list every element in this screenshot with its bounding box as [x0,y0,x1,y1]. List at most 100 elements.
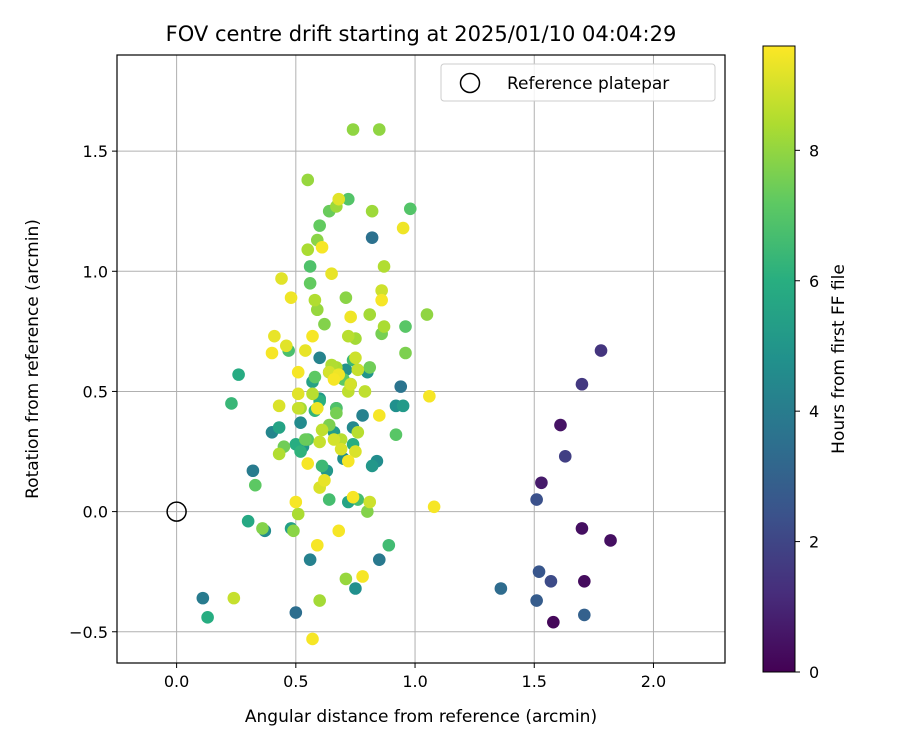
data-point [284,291,298,305]
data-point [196,591,210,605]
chart-title: FOV centre drift starting at 2025/01/10 … [166,22,677,46]
data-point [578,608,591,622]
data-point [363,361,377,374]
data-point [303,260,317,273]
data-point [604,534,617,547]
data-point [346,123,360,136]
data-point [308,370,322,384]
x-axis-ticks: 0.0 0.5 1.0 1.5 2.0 [164,663,666,691]
data-point [377,260,391,273]
data-point [306,329,319,343]
x-tick-label: 0.0 [164,672,189,691]
y-tick-label: 1.0 [83,262,108,281]
data-point [594,344,608,357]
data-point [382,538,396,552]
data-point [372,409,386,422]
data-point [272,399,286,413]
data-point [227,591,241,605]
data-point [377,320,391,333]
data-point [363,495,377,509]
data-point [334,442,348,456]
data-point [306,632,319,646]
data-point [358,385,372,398]
data-point [315,423,329,437]
data-point [308,293,322,307]
data-point [575,377,589,391]
data-point [344,377,357,391]
data-point [279,339,293,353]
data-point [427,500,441,514]
data-point [291,401,305,415]
data-point [299,433,312,446]
data-point [399,320,412,333]
data-point [265,346,279,360]
data-point [530,493,543,506]
data-point [289,606,303,619]
data-point [310,303,324,317]
data-point [365,231,379,244]
y-tick-label: 1.5 [83,142,108,161]
colorbar-ticks: 0 2 4 6 8 [795,141,819,682]
data-point [372,123,386,136]
data-points [196,123,617,646]
reference-layer [166,501,187,522]
data-point [389,428,403,441]
data-point [313,594,326,607]
colorbar-tick-label: 8 [809,141,819,160]
data-point [423,389,436,403]
data-point [396,399,410,413]
data-point [246,464,260,478]
data-point [361,505,374,518]
data-point [403,202,417,216]
data-point [356,409,369,422]
data-point [313,351,326,365]
data-point [315,459,329,473]
data-point [578,574,591,588]
data-point [530,594,543,607]
data-point [349,351,362,365]
data-point [318,317,331,331]
plot-frame [116,54,726,664]
data-point [420,308,434,321]
data-point [310,401,324,415]
legend-marker-circle [459,72,481,94]
data-point [241,514,255,528]
colorbar-label: Hours from first FF file [829,264,849,454]
data-point [294,416,307,429]
data-point [232,368,245,381]
x-tick-label: 2.0 [641,672,666,691]
colorbar-tick-label: 0 [809,663,819,682]
data-point [332,192,346,206]
data-point [301,243,315,256]
data-point [544,574,558,588]
data-point [356,570,369,583]
data-point [351,363,365,377]
data-point [313,219,326,232]
data-point [341,329,355,343]
x-tick-label: 0.5 [283,672,308,691]
data-point [341,192,355,206]
data-point [363,308,377,321]
data-point [494,582,508,595]
colorbar-tick-label: 4 [809,402,819,421]
data-point [287,524,300,538]
x-tick-label: 1.5 [522,672,547,691]
data-point [272,421,286,434]
data-point [332,524,346,538]
data-point [554,418,567,432]
y-axis-ticks: −0.5 0.0 0.5 1.0 1.5 [69,142,117,642]
data-point [313,435,326,449]
data-point [532,565,546,578]
grid-lines [117,55,725,663]
legend-label: Reference platepar [507,74,669,94]
colorbar-tick-label: 6 [809,272,819,291]
data-point [306,387,319,401]
data-point [294,445,307,458]
data-point [349,582,362,595]
y-axis-label: Rotation from reference (arcmin) [23,219,43,499]
y-tick-label: −0.5 [69,623,108,642]
data-point [303,553,317,566]
data-point [344,310,357,324]
data-point [322,493,336,506]
